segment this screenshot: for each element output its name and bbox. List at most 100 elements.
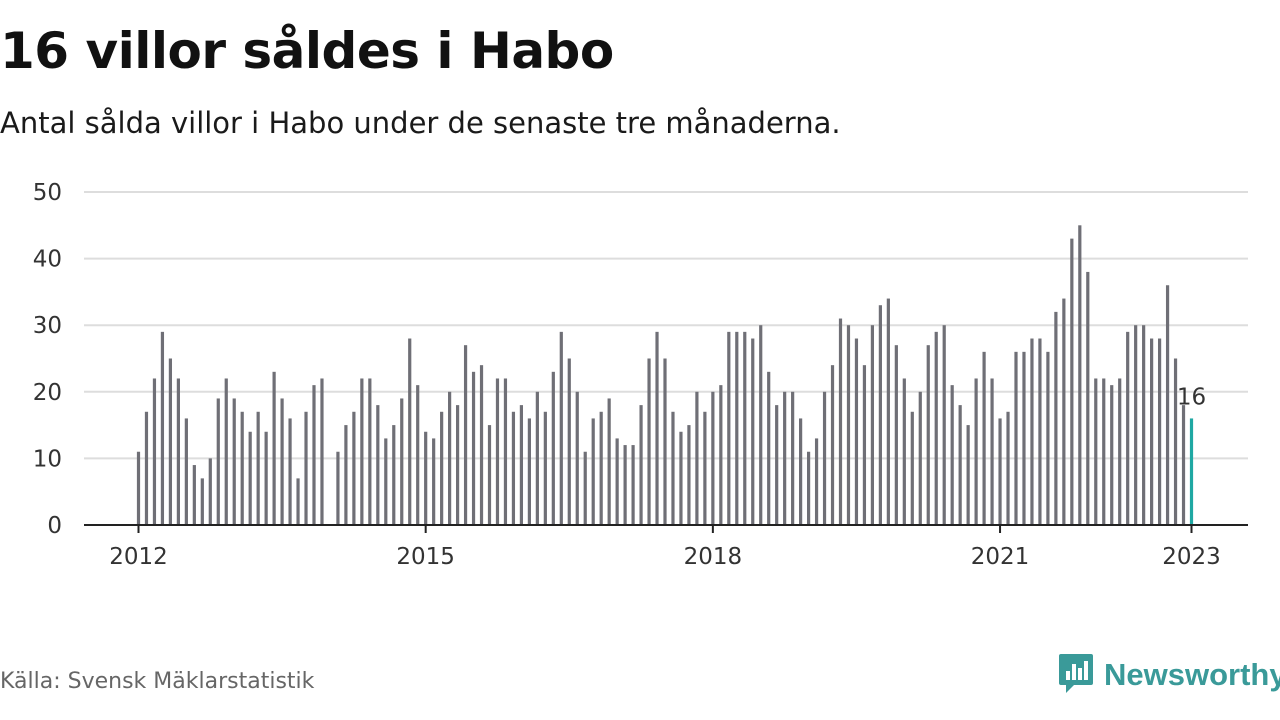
bar — [838, 318, 843, 525]
bar — [208, 458, 212, 525]
bar — [392, 425, 396, 525]
bar — [567, 358, 571, 525]
bar — [727, 331, 731, 525]
bar — [192, 465, 196, 525]
bar — [607, 398, 611, 525]
bar — [910, 411, 914, 525]
bar — [503, 378, 508, 525]
x-tick-label: 2015 — [396, 544, 455, 570]
bar — [184, 418, 188, 525]
bar — [527, 418, 531, 525]
bar — [631, 445, 635, 525]
bar — [336, 451, 340, 525]
bar — [966, 425, 970, 525]
bar — [424, 431, 428, 525]
bar — [599, 411, 603, 525]
bar — [168, 358, 173, 525]
y-tick-label: 0 — [47, 513, 62, 539]
bar — [1173, 358, 1178, 525]
bar — [799, 418, 803, 525]
bar — [232, 398, 236, 525]
bar — [360, 378, 364, 525]
bar — [647, 358, 651, 525]
bar — [878, 305, 882, 525]
bar — [495, 378, 500, 525]
bar — [918, 391, 922, 525]
bar — [551, 371, 555, 525]
bar — [862, 365, 867, 525]
bar — [1142, 325, 1146, 525]
bar — [870, 325, 875, 525]
bar — [886, 298, 890, 525]
bar — [432, 438, 436, 525]
bars — [136, 225, 1194, 526]
bar — [1157, 338, 1162, 525]
bar — [1022, 351, 1026, 525]
bar — [160, 331, 165, 525]
bar — [1014, 351, 1018, 525]
bar — [1126, 331, 1130, 525]
brand-logo[interactable]: Newsworthy — [1058, 653, 1280, 697]
bar — [1078, 225, 1082, 526]
bar — [280, 398, 284, 525]
bar — [1150, 338, 1154, 525]
bar — [775, 405, 779, 525]
x-axis: 2012 2015 2018 2021 2023 — [84, 524, 1248, 570]
bar — [854, 338, 859, 525]
bar — [487, 425, 492, 525]
bar — [463, 345, 468, 525]
bar — [663, 358, 667, 525]
bar — [1070, 238, 1074, 525]
bar — [926, 345, 930, 525]
bar — [440, 411, 444, 525]
bar — [623, 445, 627, 525]
bar — [224, 378, 228, 525]
bar — [591, 418, 595, 525]
x-tick-label: 2021 — [971, 544, 1030, 570]
bar — [288, 418, 292, 525]
bar — [846, 325, 851, 525]
value-annotation: 16 — [1177, 384, 1206, 410]
bar — [575, 391, 579, 525]
chart-subtitle: Antal sålda villor i Habo under de senas… — [0, 106, 841, 140]
bar — [304, 411, 308, 525]
bar — [1110, 385, 1114, 525]
bar — [455, 405, 460, 525]
y-tick-label: 20 — [33, 380, 62, 406]
bar — [791, 391, 795, 525]
bar — [1118, 378, 1122, 525]
bar — [1054, 311, 1058, 525]
bar — [902, 378, 906, 525]
bar — [958, 405, 962, 525]
bar — [1134, 325, 1138, 525]
bar — [703, 411, 707, 525]
bar — [687, 425, 691, 525]
y-tick-label: 40 — [33, 247, 62, 273]
bar — [934, 331, 938, 525]
bar — [814, 438, 819, 525]
bar — [950, 385, 954, 525]
bar — [1102, 378, 1106, 525]
bar — [176, 378, 180, 525]
bar — [1030, 338, 1034, 525]
y-tick-label: 10 — [33, 446, 62, 472]
bar — [1094, 378, 1098, 525]
bar — [320, 378, 324, 525]
bar — [384, 438, 388, 525]
bar — [200, 478, 204, 525]
bar — [264, 431, 268, 525]
brand-name: Newsworthy — [1104, 657, 1280, 692]
bar — [344, 425, 348, 525]
bar — [655, 331, 659, 525]
bar — [471, 371, 476, 525]
bar — [1046, 351, 1050, 525]
bar — [998, 418, 1002, 525]
source-note: Källa: Svensk Mäklarstatistik — [0, 669, 315, 694]
bar — [942, 325, 946, 525]
bar — [767, 371, 771, 525]
bar — [136, 451, 141, 525]
x-tick-label: 2023 — [1162, 544, 1221, 570]
bar — [990, 378, 994, 525]
bar — [615, 438, 619, 525]
bar — [695, 391, 699, 525]
